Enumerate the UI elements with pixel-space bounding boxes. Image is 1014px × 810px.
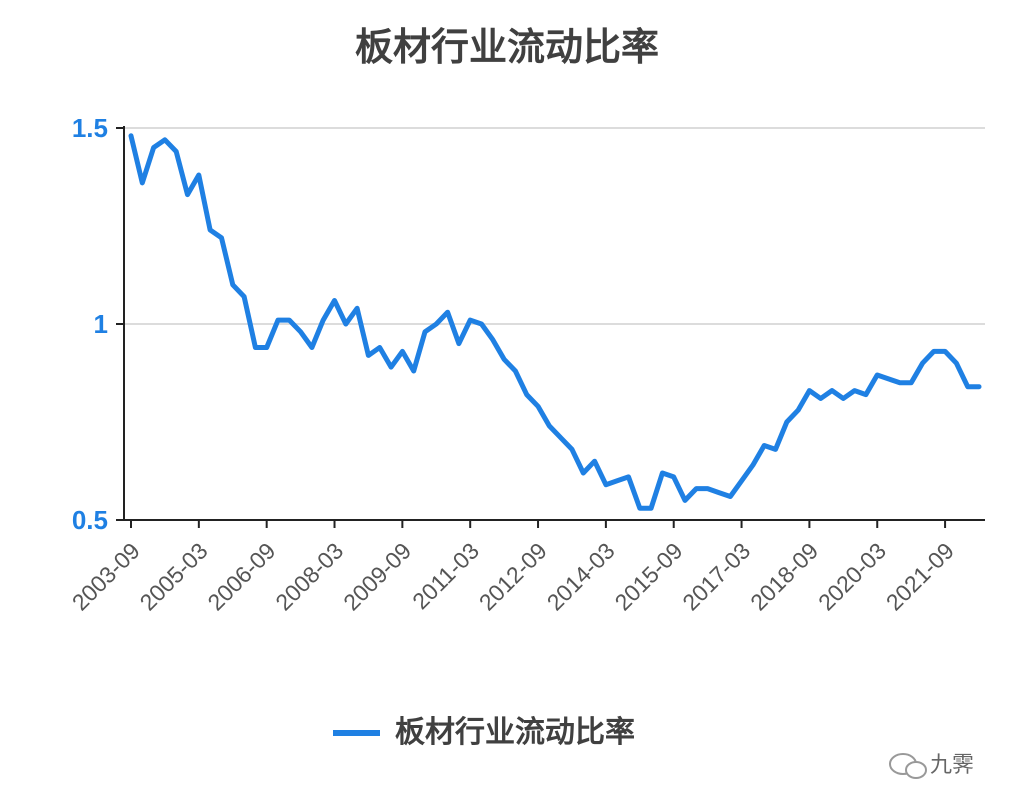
x-tick-label: 2020-03 [813, 537, 891, 615]
x-tick-label: 2008-03 [270, 537, 348, 615]
legend-label: 板材行业流动比率 [395, 716, 635, 749]
watermark: 九霁 [889, 752, 974, 779]
chart-title: 板材行业流动比率 [355, 27, 659, 69]
x-tick-label: 2005-03 [135, 537, 213, 615]
x-tick-label: 2017-03 [677, 537, 755, 615]
x-tick-label: 2012-09 [474, 537, 552, 615]
watermark-icon [905, 761, 927, 779]
y-tick-label: 1 [94, 309, 108, 339]
x-tick-label: 2018-09 [745, 537, 823, 615]
x-tick-label: 2011-03 [407, 537, 484, 614]
watermark-text: 九霁 [930, 752, 974, 777]
x-tick-label: 2014-03 [542, 537, 620, 615]
x-tick-label: 2015-09 [609, 537, 687, 615]
y-tick-label: 0.5 [72, 505, 108, 535]
y-tick-label: 1.5 [72, 113, 108, 143]
x-tick-label: 2006-09 [202, 537, 280, 615]
x-tick-label: 2003-09 [67, 537, 145, 615]
x-tick-label: 2009-09 [338, 537, 416, 615]
x-tick-label: 2021-09 [881, 537, 959, 615]
data-line [128, 133, 982, 511]
